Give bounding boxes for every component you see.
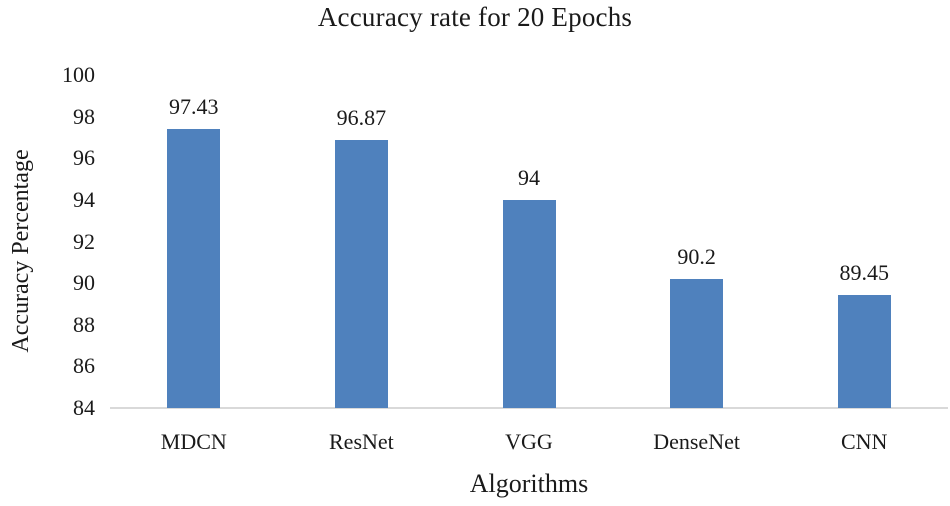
y-tick-label: 96	[73, 145, 95, 171]
bar-value-label: 89.45	[839, 259, 889, 285]
category-label: CNN	[840, 429, 888, 454]
x-axis-category-labels: MDCN ResNet VGG DenseNet CNN	[110, 428, 948, 456]
plot-area: 97.43 96.87 94 90.2 89.45	[110, 75, 948, 409]
y-tick-label: 98	[73, 103, 95, 129]
category-label: DenseNet	[653, 429, 740, 454]
bar-densenet	[670, 278, 724, 408]
x-axis-line	[110, 407, 948, 409]
bar-cnn	[837, 294, 891, 408]
bar-vgg	[502, 199, 556, 408]
y-axis-ticks: 84 86 88 90 92 94 96 98 100	[0, 62, 95, 420]
bar-mdcn	[167, 128, 221, 408]
y-tick-label: 84	[73, 395, 95, 420]
bar-value-label: 90.2	[677, 243, 716, 269]
y-tick-label: 86	[73, 353, 95, 379]
chart-title: Accuracy rate for 20 Epochs	[317, 2, 633, 32]
x-axis-title: Algorithms	[469, 469, 589, 498]
bar-value-label: 96.87	[336, 105, 387, 131]
bar-value-label: 94	[518, 164, 540, 190]
y-tick-label: 92	[73, 228, 95, 254]
category-label: VGG	[505, 429, 553, 454]
bar-value-label: 97.43	[169, 93, 219, 119]
category-label: ResNet	[329, 429, 394, 454]
bar-resnet	[334, 140, 388, 408]
y-tick-label: 88	[73, 311, 95, 337]
y-tick-label: 94	[73, 186, 95, 212]
y-tick-label: 100	[62, 62, 95, 87]
y-tick-label: 90	[73, 270, 95, 296]
category-label: MDCN	[160, 429, 227, 454]
